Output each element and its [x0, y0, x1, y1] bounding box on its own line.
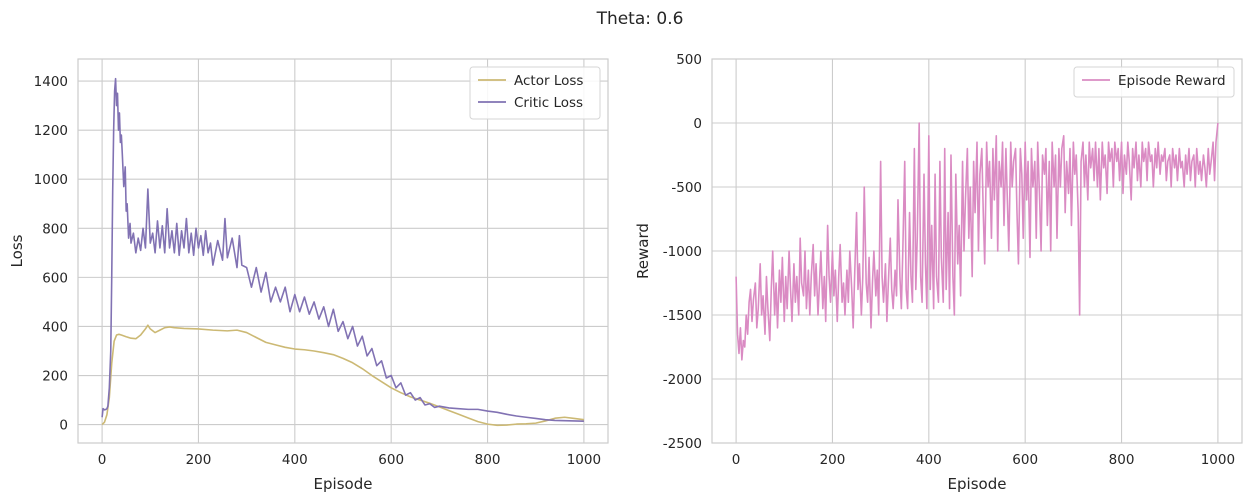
x-tick-label: 400: [916, 452, 942, 468]
series-line-critic-loss: [101, 77, 584, 422]
y-tick-label: -2500: [663, 436, 702, 452]
x-tick-label: 200: [820, 452, 846, 468]
legend: Episode Reward: [1073, 66, 1235, 98]
legend-box: [1073, 66, 1235, 98]
y-tick-label: -500: [671, 180, 702, 196]
axes-frame: [77, 58, 609, 444]
y-tick-label: 500: [676, 52, 702, 68]
y-tick-label: 600: [42, 270, 68, 286]
y-tick-label: -1500: [663, 308, 702, 324]
series-line-episode-reward: [735, 122, 1219, 361]
y-tick-label: 200: [42, 369, 68, 385]
y-tick-label: -2000: [663, 372, 702, 388]
x-tick-label: 600: [1012, 452, 1038, 468]
x-tick-label: 1000: [1201, 452, 1235, 468]
series-line-actor-loss: [101, 324, 585, 427]
x-tick-label: 1000: [567, 452, 601, 468]
y-tick-label: 400: [42, 319, 68, 335]
plot-area: [78, 59, 608, 443]
figure-title: Theta: 0.6: [596, 9, 684, 29]
y-tick-label: 1200: [34, 123, 68, 139]
y-tick-label: 1400: [34, 74, 68, 90]
x-axis-label: Episode: [314, 475, 373, 493]
y-tick-label: 0: [59, 418, 68, 434]
y-axis-label: Reward: [634, 223, 652, 279]
y-tick-label: 0: [693, 116, 702, 132]
y-tick-label: -1000: [663, 244, 702, 260]
legend: Actor Loss Critic Loss: [469, 66, 601, 120]
y-tick-label: 800: [42, 221, 68, 237]
x-tick-label: 0: [98, 452, 107, 468]
x-tick-label: 400: [282, 452, 308, 468]
legend-entry: Critic Loss: [514, 95, 583, 111]
x-axis-label: Episode: [948, 475, 1007, 493]
x-tick-label: 600: [378, 452, 404, 468]
reward-chart-panel: 0 200 400 600 800 1000 -2500 -2000 -1500 -1000 -50…: [634, 52, 1243, 493]
legend-entry: Actor Loss: [514, 73, 583, 89]
x-tick-label: 200: [186, 452, 212, 468]
x-tick-label: 0: [732, 452, 741, 468]
x-tick-label: 800: [475, 452, 501, 468]
legend-entry: Episode Reward: [1118, 73, 1226, 89]
y-axis-label: Loss: [8, 234, 26, 267]
x-tick-label: 800: [1109, 452, 1135, 468]
axes-frame: [711, 58, 1243, 444]
loss-chart-panel: 0 200 400 600 800 1000 0 200 400 600 800 1000 1200 14…: [8, 58, 609, 493]
y-tick-label: 1000: [34, 172, 68, 188]
